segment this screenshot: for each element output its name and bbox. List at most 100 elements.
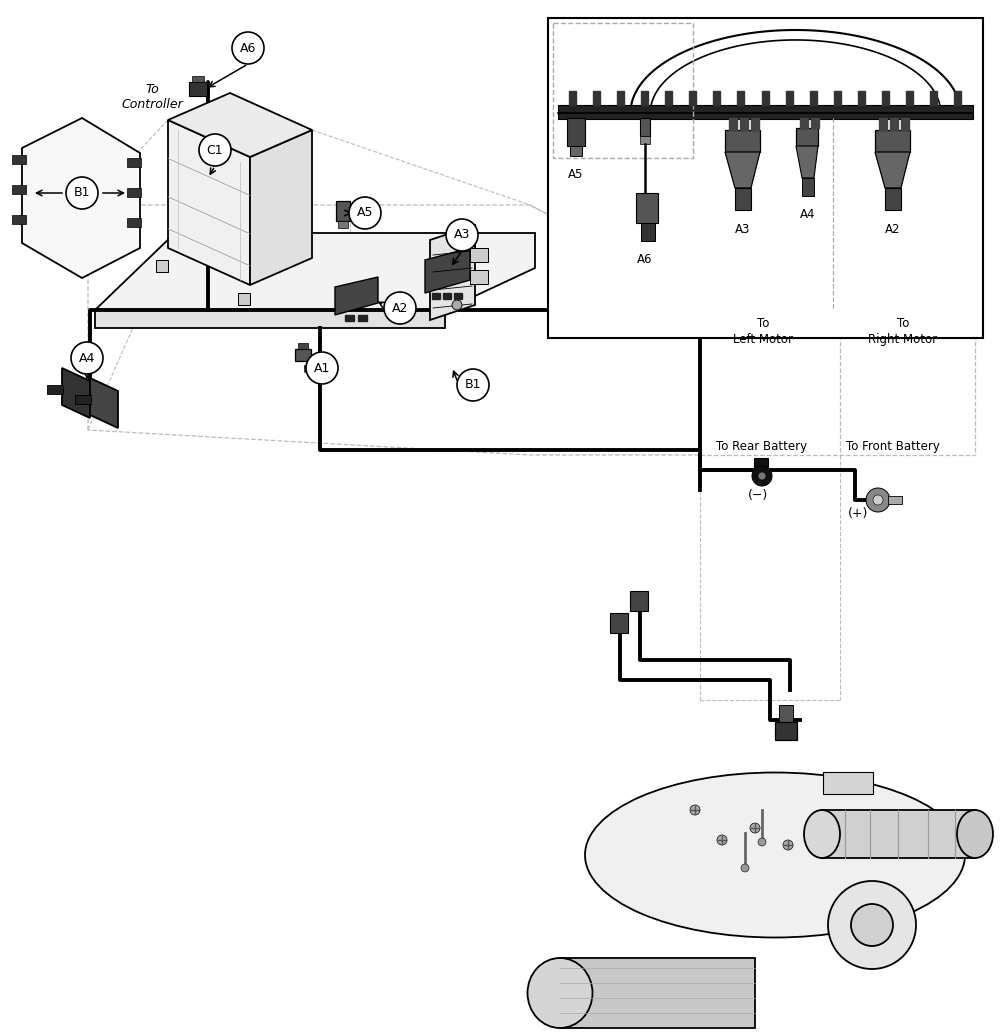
Polygon shape (90, 378, 118, 428)
Circle shape (199, 134, 231, 166)
Text: B1: B1 (465, 378, 481, 392)
Text: A3: A3 (454, 229, 470, 242)
Text: To Front Battery: To Front Battery (846, 440, 940, 453)
Bar (735, 188, 751, 210)
Bar (834, 91, 841, 105)
Text: A3: A3 (735, 223, 751, 236)
Circle shape (752, 466, 772, 486)
Bar (238, 293, 250, 305)
Circle shape (349, 197, 381, 229)
Bar (737, 91, 744, 105)
Bar (560, 957, 755, 1028)
Bar (12, 155, 26, 164)
Polygon shape (22, 118, 140, 278)
Bar (570, 146, 582, 156)
Text: A2: A2 (885, 223, 901, 236)
Bar (298, 343, 308, 349)
Text: A2: A2 (392, 302, 408, 314)
Bar (47, 385, 63, 394)
Circle shape (866, 488, 890, 512)
Ellipse shape (957, 810, 993, 858)
Polygon shape (430, 225, 475, 320)
Bar (295, 349, 311, 361)
Circle shape (306, 352, 338, 384)
Bar (345, 315, 354, 321)
Text: A4: A4 (800, 208, 816, 221)
Text: To Rear Battery: To Rear Battery (716, 440, 808, 453)
Bar (762, 91, 768, 105)
Bar (796, 128, 818, 146)
Polygon shape (95, 310, 445, 328)
Bar (336, 201, 350, 221)
Bar (432, 293, 440, 299)
Polygon shape (875, 152, 910, 188)
Bar (593, 91, 600, 105)
Bar (754, 458, 768, 476)
Circle shape (457, 369, 489, 401)
Bar (640, 136, 650, 144)
Bar (875, 130, 910, 152)
Bar (823, 772, 873, 794)
Bar (725, 130, 760, 152)
Bar (636, 193, 658, 223)
Polygon shape (796, 146, 818, 178)
Bar (641, 91, 648, 105)
Text: A6: A6 (240, 41, 256, 55)
Bar (858, 91, 865, 105)
Bar (567, 118, 585, 146)
Bar (443, 293, 451, 299)
Text: Left Motor: Left Motor (733, 333, 793, 346)
Text: To: To (897, 317, 909, 330)
Circle shape (750, 823, 760, 833)
Bar (610, 613, 628, 633)
Circle shape (232, 32, 264, 64)
Bar (358, 315, 367, 321)
Circle shape (690, 805, 700, 815)
Text: A4: A4 (79, 352, 95, 365)
Circle shape (71, 342, 103, 374)
Bar (189, 82, 207, 96)
Bar (901, 118, 909, 130)
Bar (127, 158, 141, 168)
Circle shape (717, 835, 727, 845)
Bar (930, 91, 937, 105)
Bar (640, 118, 650, 136)
Bar (127, 218, 141, 227)
Bar (617, 91, 624, 105)
Circle shape (66, 177, 98, 209)
Bar (740, 118, 748, 130)
Bar (802, 178, 814, 196)
Bar (641, 223, 655, 241)
Text: A6: A6 (637, 253, 653, 266)
Polygon shape (725, 152, 760, 188)
Bar (470, 248, 488, 262)
Text: To: To (757, 317, 769, 330)
Bar (665, 91, 672, 105)
Text: To
Controller: To Controller (121, 83, 183, 111)
Bar (553, 23, 693, 158)
Ellipse shape (851, 904, 893, 946)
Bar (810, 91, 817, 105)
Bar (888, 496, 902, 504)
Bar (569, 91, 576, 105)
Bar (906, 91, 913, 105)
Bar (751, 118, 759, 130)
Circle shape (758, 472, 766, 480)
Bar (885, 188, 901, 210)
Text: (+): (+) (848, 508, 868, 520)
Bar (775, 722, 797, 740)
Bar (12, 215, 26, 224)
Bar (811, 118, 819, 128)
Polygon shape (62, 368, 90, 418)
Bar (890, 118, 898, 130)
Polygon shape (95, 233, 535, 310)
Text: A5: A5 (568, 168, 584, 181)
Bar (454, 293, 462, 299)
Text: A5: A5 (357, 207, 373, 219)
Bar (779, 705, 793, 722)
Text: (−): (−) (748, 488, 768, 501)
Text: A1: A1 (314, 362, 330, 374)
Text: C1: C1 (207, 144, 223, 156)
Bar (75, 395, 91, 404)
Bar (558, 105, 973, 119)
